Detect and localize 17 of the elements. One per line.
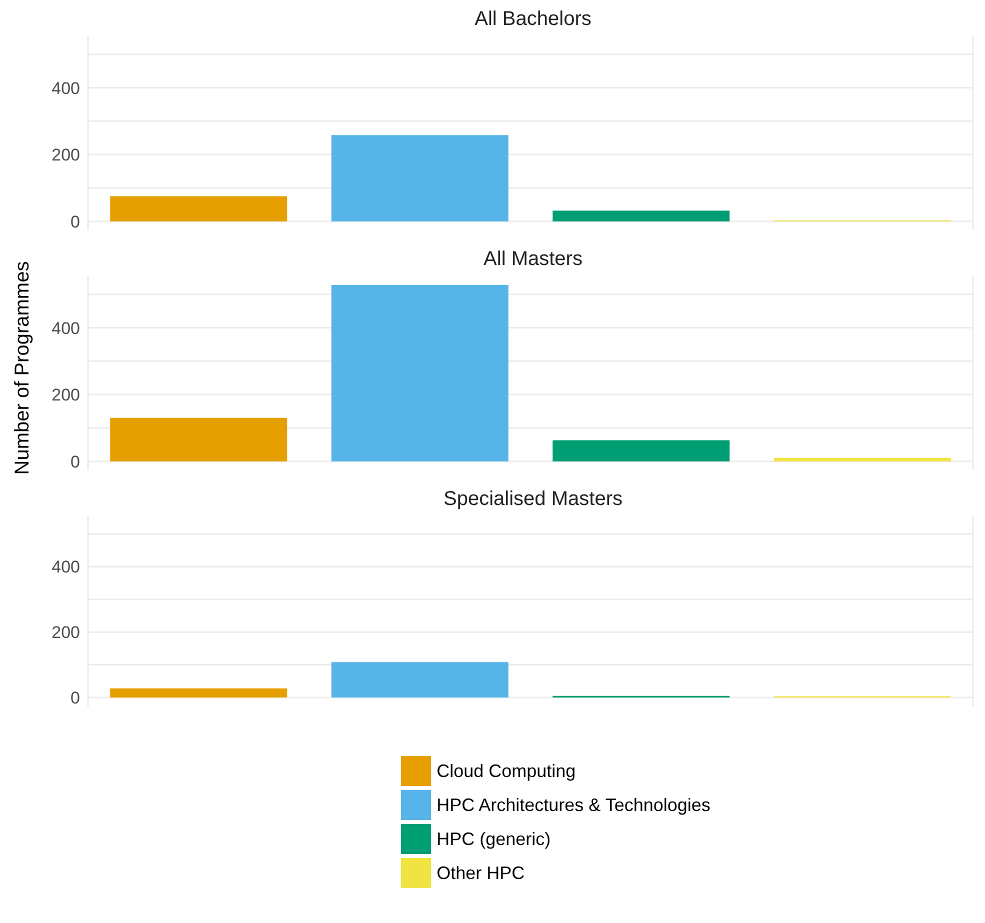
y-tick-label: 200 bbox=[52, 623, 80, 642]
y-tick-label: 0 bbox=[70, 688, 80, 708]
y-tick-label: 400 bbox=[52, 318, 80, 338]
legend-label: Cloud Computing bbox=[436, 760, 576, 782]
legend-label: HPC Architectures & Technologies bbox=[436, 794, 710, 816]
y-tick-label: 0 bbox=[70, 452, 80, 472]
y-tick-label: 200 bbox=[52, 386, 80, 405]
legend-label: HPC (generic) bbox=[436, 828, 551, 850]
chart-title: Specialised Masters bbox=[442, 488, 624, 512]
chart-title: All Bachelors bbox=[474, 8, 592, 32]
chart-title: All Masters bbox=[482, 248, 584, 272]
y-axis-title: Number of Programmes bbox=[12, 261, 34, 475]
y-tick-label: 0 bbox=[70, 212, 80, 232]
legend-label: Other HPC bbox=[436, 862, 525, 884]
y-tick-label: 200 bbox=[52, 146, 80, 165]
y-tick-label: 400 bbox=[52, 558, 80, 577]
y-tick-label: 400 bbox=[52, 78, 80, 98]
